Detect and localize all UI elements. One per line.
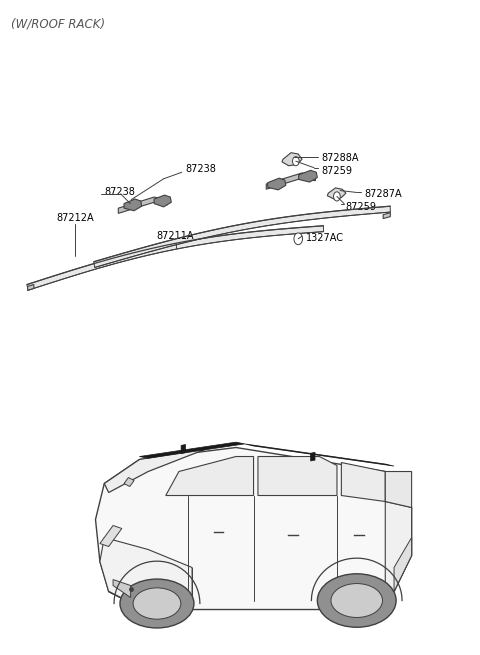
Polygon shape <box>154 195 171 207</box>
Polygon shape <box>282 153 302 166</box>
Text: 87259: 87259 <box>321 166 352 176</box>
Polygon shape <box>28 284 34 290</box>
Polygon shape <box>258 457 337 496</box>
Polygon shape <box>383 213 390 219</box>
Polygon shape <box>266 173 315 189</box>
Polygon shape <box>385 472 412 508</box>
Polygon shape <box>124 199 142 211</box>
Ellipse shape <box>317 574 396 627</box>
Polygon shape <box>166 457 253 496</box>
Polygon shape <box>385 502 412 591</box>
Text: 87238: 87238 <box>104 187 135 197</box>
Polygon shape <box>118 197 168 214</box>
Polygon shape <box>268 178 286 190</box>
Polygon shape <box>139 442 245 458</box>
Text: 87287A: 87287A <box>364 189 402 199</box>
Ellipse shape <box>120 579 194 628</box>
Polygon shape <box>394 538 412 591</box>
Polygon shape <box>311 453 315 461</box>
Text: 87212A: 87212A <box>56 213 94 223</box>
Text: 87288A: 87288A <box>321 153 359 163</box>
Ellipse shape <box>331 584 383 618</box>
Text: 1327AC: 1327AC <box>306 233 344 243</box>
Text: (W/ROOF RACK): (W/ROOF RACK) <box>11 18 105 31</box>
Polygon shape <box>94 206 390 267</box>
Polygon shape <box>124 477 134 487</box>
Polygon shape <box>100 525 122 546</box>
Polygon shape <box>100 538 192 610</box>
Circle shape <box>294 233 302 245</box>
Polygon shape <box>299 170 317 182</box>
Text: 87259: 87259 <box>345 202 376 212</box>
Ellipse shape <box>133 588 181 619</box>
Polygon shape <box>113 580 131 597</box>
Text: 87238: 87238 <box>185 164 216 174</box>
Polygon shape <box>245 444 394 466</box>
Text: 87211A: 87211A <box>156 231 194 241</box>
Polygon shape <box>181 445 185 453</box>
Polygon shape <box>27 226 324 290</box>
Circle shape <box>334 192 340 201</box>
Polygon shape <box>104 447 210 493</box>
Polygon shape <box>341 462 385 502</box>
Polygon shape <box>327 188 346 199</box>
Polygon shape <box>96 447 412 610</box>
Circle shape <box>292 157 299 166</box>
